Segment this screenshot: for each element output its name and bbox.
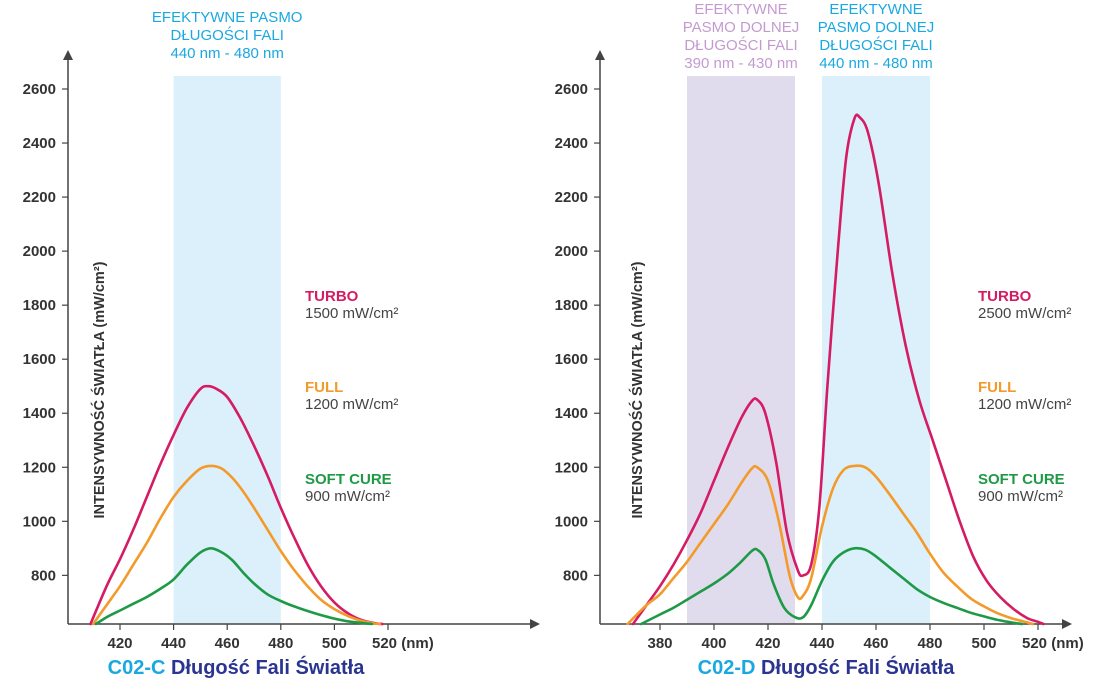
y-tick-label: 1200 [555,459,588,476]
y-tick-label: 1600 [23,351,56,368]
x-tick-label: 500 [971,635,996,652]
y-tick-label: 1000 [555,513,588,530]
y-axis-arrow-icon [63,50,73,60]
legend-mode-power: 1500 mW/cm² [305,305,398,322]
y-tick-label: 2600 [23,81,56,98]
x-axis-title: C02-C Długość Fali Światła [108,655,366,679]
x-axis-arrow-icon [1062,619,1072,629]
band-label-line: PASMO DOLNEJ [683,19,799,36]
y-axis-title: INTENSYWNOŚĆ ŚWIATŁA (mW/cm²) [628,261,646,518]
x-tick-label: 520 (nm) [1022,635,1084,652]
band-label-line: EFEKTYWNE [829,1,922,18]
legend-mode-power: 2500 mW/cm² [978,305,1071,322]
band-label-line: DŁUGOŚCI FALI [171,26,284,44]
legend-mode-power: 900 mW/cm² [305,488,390,505]
y-tick-label: 800 [31,567,56,584]
legend-mode-name: SOFT CURE [978,471,1065,488]
x-tick-label: 480 [917,635,942,652]
y-axis-title: INTENSYWNOŚĆ ŚWIATŁA (mW/cm²) [90,261,108,518]
wavelength-band [822,76,930,624]
legend-mode-name: FULL [978,379,1016,396]
x-axis-arrow-icon [530,619,540,629]
y-axis-arrow-icon [595,50,605,60]
y-tick-label: 2200 [23,189,56,206]
x-tick-label: 380 [647,635,672,652]
y-tick-label: 1200 [23,459,56,476]
y-tick-label: 1600 [555,351,588,368]
y-tick-label: 1000 [23,513,56,530]
y-tick-label: 1800 [555,297,588,314]
x-tick-label: 400 [701,635,726,652]
band-label-line: EFEKTYWNE PASMO [152,9,303,26]
x-axis-title-text: Długość Fali Światła [171,655,365,679]
y-tick-label: 1800 [23,297,56,314]
legend-mode-power: 1200 mW/cm² [978,396,1071,413]
x-tick-label: 520 (nm) [372,635,434,652]
series-line-turbo [631,113,1045,626]
series-line-soft-cure [639,546,1024,626]
y-tick-label: 1400 [23,405,56,422]
x-tick-label: 500 [322,635,347,652]
x-axis-title-text: Długość Fali Światła [761,655,955,679]
legend-mode-power: 1200 mW/cm² [305,396,398,413]
y-tick-label: 2200 [555,189,588,206]
series-line-soft-cure [94,547,374,626]
x-tick-label: 420 [107,635,132,652]
y-tick-label: 1400 [555,405,588,422]
model-code: C02-C [108,657,171,679]
y-tick-label: 2400 [555,135,588,152]
series-line-full [626,464,1034,626]
x-tick-label: 440 [161,635,186,652]
series-line-full [91,464,382,626]
y-tick-label: 800 [563,567,588,584]
model-code: C02-D [698,657,761,679]
x-tick-label: 480 [268,635,293,652]
x-axis-title: C02-D Długość Fali Światła [698,655,956,679]
legend-mode-name: TURBO [978,288,1032,305]
y-tick-label: 2600 [555,81,588,98]
band-label-line: DŁUGOŚCI FALI [684,36,797,54]
band-label-line: 440 nm - 480 nm [819,55,932,72]
x-tick-label: 460 [863,635,888,652]
y-tick-label: 2400 [23,135,56,152]
wavelength-band [173,76,281,624]
x-tick-label: 420 [755,635,780,652]
legend-mode-name: FULL [305,379,343,396]
legend-mode-name: SOFT CURE [305,471,392,488]
band-label-line: PASMO DOLNEJ [818,19,934,36]
wavelength-band [687,76,795,624]
band-label-line: DŁUGOŚCI FALI [819,36,932,54]
band-label-line: 440 nm - 480 nm [170,45,283,62]
series-line-turbo [89,384,384,626]
legend-mode-name: TURBO [305,288,359,305]
legend-mode-power: 900 mW/cm² [978,488,1063,505]
x-tick-label: 460 [215,635,240,652]
band-label-line: EFEKTYWNE [694,1,787,18]
band-label-line: 390 nm - 430 nm [684,55,797,72]
x-tick-label: 440 [809,635,834,652]
y-tick-label: 2000 [555,243,588,260]
y-tick-label: 2000 [23,243,56,260]
